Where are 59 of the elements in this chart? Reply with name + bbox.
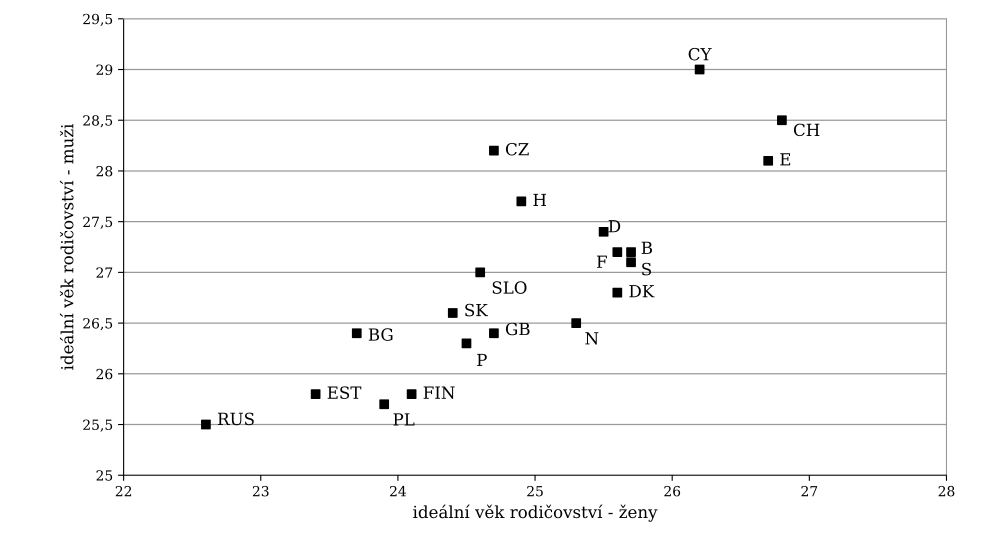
x-axis-title: ideální věk rodičovství - ženy [413,504,658,522]
point [777,115,787,126]
annotation: H [533,194,546,206]
point [763,156,774,166]
y-axis-title: ideální věk rodičovství - muži [60,124,74,370]
annotation: EST [328,386,362,399]
annotation: F [596,256,607,268]
y-tick-label: 26,5 [83,318,112,330]
point [475,268,486,278]
annotation: CZ [506,142,529,156]
x-tick-label: 25 [527,486,543,496]
point [406,389,416,399]
point [612,247,622,257]
annotation: GB [506,322,530,336]
annotation: D [608,220,620,232]
point [598,226,608,237]
annotation: B [642,242,652,254]
annotation: PL [393,413,414,426]
point [448,308,458,318]
y-tick-label: 27 [96,267,112,278]
point [352,328,362,338]
y-tick-label: 28 [96,166,112,176]
point [516,196,526,206]
y-tick-label: 29,5 [83,14,112,26]
point [201,420,211,430]
point [612,288,622,298]
annotation: CY [688,48,712,60]
y-tick-label: 28,5 [83,115,112,128]
point [571,318,582,328]
y-tick-label: 26 [96,368,112,380]
point [626,247,636,257]
point [626,257,636,268]
annotation: DK [629,285,655,298]
x-tick-label: 22 [116,486,132,496]
x-tick-label: 23 [252,486,269,496]
x-tick-label: 28 [938,486,954,496]
annotation: SK [465,304,488,316]
annotation: SLO [492,281,527,294]
annotation: P [477,354,487,366]
x-tick-label: 27 [801,486,818,496]
y-tick-label: 29 [96,64,112,75]
annotation: E [780,153,790,166]
annotation: RUS [218,412,254,426]
y-tick-label: 25,5 [83,419,112,432]
y-tick-label: 25 [96,470,112,481]
annotation: BG [368,328,392,341]
point [489,146,499,156]
y-tick-label: 27,5 [83,216,112,229]
point [310,389,320,399]
point [489,328,499,338]
x-tick-label: 24 [390,486,406,496]
point [694,64,704,74]
annotation: CH [794,124,820,136]
point [462,338,472,348]
annotation: FIN [424,386,455,399]
annotation: N [585,332,598,345]
x-tick-label: 26 [664,486,680,496]
annotation: S [642,262,651,276]
point [379,399,390,410]
